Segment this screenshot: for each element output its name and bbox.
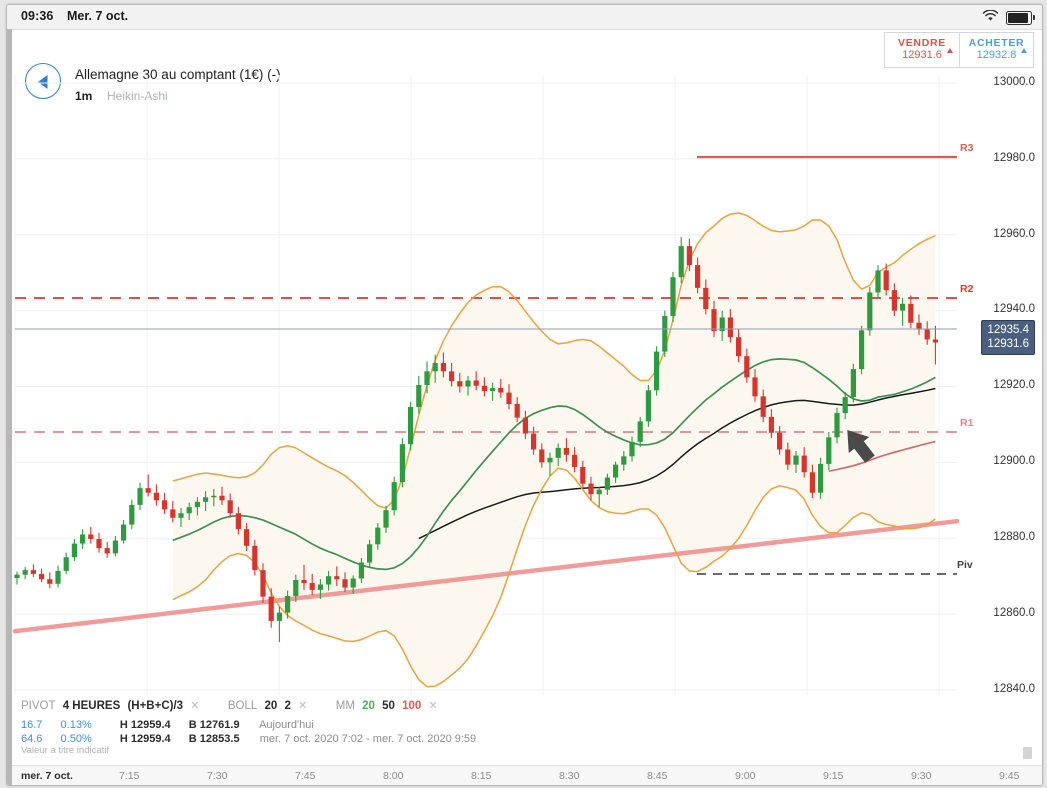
time-tick-label: 8:15 — [471, 770, 492, 782]
time-tick-label: 9:45 — [999, 770, 1020, 782]
sell-button[interactable]: VENDRE 12931.6 — [885, 33, 959, 67]
session-period: mer. 7 oct. 2020 7:02 - mer. 7 oct. 2020… — [259, 733, 477, 745]
status-bar: 09:36 Mer. 7 oct. — [7, 5, 1042, 30]
indicator-row: PIVOT 4 HEURES (H+B+C)/3 ✕ BOLL 20 2 ✕ M… — [21, 699, 442, 712]
mm-label[interactable]: MM — [335, 700, 355, 712]
buy-label: ACHETER — [968, 37, 1025, 49]
status-icons — [982, 9, 1035, 27]
wifi-icon — [982, 9, 999, 27]
disclaimer: Valeur à titre indicatif — [21, 745, 110, 756]
instrument-header: Allemagne 30 au comptant (1€) (-) 1m Hei… — [7, 29, 1042, 103]
today-change-pct: 0.13% — [60, 719, 92, 731]
boll-period[interactable]: 20 — [264, 700, 278, 712]
chart-window: 09:36 Mer. 7 oct. Allemagne — [6, 4, 1043, 786]
session-change-pct: 0.50% — [60, 733, 92, 745]
time-axis: mer. 7 oct. 7:15 7:30 7:45 8:00 8:15 8:30 8:45… — [7, 765, 1042, 785]
pivot-label[interactable]: PIVOT — [21, 700, 56, 712]
left-rail — [7, 29, 12, 785]
sell-price: 12931.6 — [902, 49, 942, 61]
battery-full-icon — [1006, 11, 1035, 25]
sell-label: VENDRE — [898, 37, 946, 49]
annotation-arrow-icon — [847, 430, 875, 463]
boll-close-icon[interactable]: ✕ — [298, 700, 308, 712]
buy-direction-up-icon — [1021, 48, 1027, 53]
time-tick-label: 8:30 — [559, 770, 580, 782]
stat-row-session: 64.6 0.50% H 12959.4 B 12853.5 mer. 7 oc… — [21, 733, 476, 745]
today-low: 12761.9 — [199, 719, 240, 731]
pivot-period[interactable]: 4 HEURES — [62, 700, 121, 712]
sell-direction-up-icon — [947, 48, 953, 53]
session-high-label: H — [119, 733, 128, 745]
time-tick-label: 9:00 — [735, 770, 756, 782]
instrument-name: Allemagne 30 au comptant (1€) (-) — [75, 67, 281, 82]
back-arrow-icon — [38, 75, 48, 89]
status-time: 09:36 — [21, 9, 54, 23]
back-button[interactable] — [25, 63, 61, 99]
indicator-legend: PIVOT 4 HEURES (H+B+C)/3 ✕ BOLL 20 2 ✕ M… — [7, 695, 1042, 763]
price-chart[interactable] — [7, 75, 1042, 695]
time-tick-label: 7:30 — [207, 770, 228, 782]
time-tick-label: 7:45 — [295, 770, 316, 782]
today-change: 16.7 — [21, 719, 43, 731]
chart-type-label[interactable]: Heikin-Ashi — [107, 89, 168, 103]
mm-period-100[interactable]: 100 — [402, 700, 422, 712]
today-high: 12959.4 — [130, 719, 171, 731]
session-low: 12853.5 — [199, 733, 240, 745]
buy-price: 12932.8 — [976, 49, 1017, 61]
time-axis-date: mer. 7 oct. — [21, 770, 73, 782]
status-date: Mer. 7 oct. — [67, 9, 129, 23]
time-tick-label: 8:00 — [383, 770, 404, 782]
boll-deviation[interactable]: 2 — [284, 700, 291, 712]
session-low-label: B — [188, 733, 197, 745]
time-tick-label: 9:15 — [823, 770, 844, 782]
mm-close-icon[interactable]: ✕ — [428, 700, 438, 712]
time-tick-label: 8:45 — [647, 770, 668, 782]
pivot-formula[interactable]: (H+B+C)/3 — [127, 700, 184, 712]
scroll-handle[interactable] — [1023, 747, 1032, 759]
time-tick-label: 7:15 — [119, 770, 140, 782]
today-period: Aujourd'hui — [259, 719, 314, 731]
time-tick-label: 9:30 — [911, 770, 932, 782]
mm-period-20[interactable]: 20 — [362, 700, 375, 712]
boll-label[interactable]: BOLL — [227, 700, 258, 712]
mm-period-50[interactable]: 50 — [382, 700, 395, 712]
today-low-label: B — [188, 719, 197, 731]
today-high-label: H — [119, 719, 128, 731]
timeframe-label[interactable]: 1m — [75, 89, 93, 103]
stat-row-today: 16.7 0.13% H 12959.4 B 12761.9 Aujourd'h… — [21, 719, 314, 731]
session-high: 12959.4 — [130, 733, 171, 745]
session-change: 64.6 — [21, 733, 43, 745]
chart-svg — [12, 75, 960, 695]
deal-buttons: VENDRE 12931.6 ACHETER 12932.8 — [884, 32, 1034, 68]
pivot-close-icon[interactable]: ✕ — [190, 700, 200, 712]
buy-button[interactable]: ACHETER 12932.8 — [959, 33, 1033, 67]
